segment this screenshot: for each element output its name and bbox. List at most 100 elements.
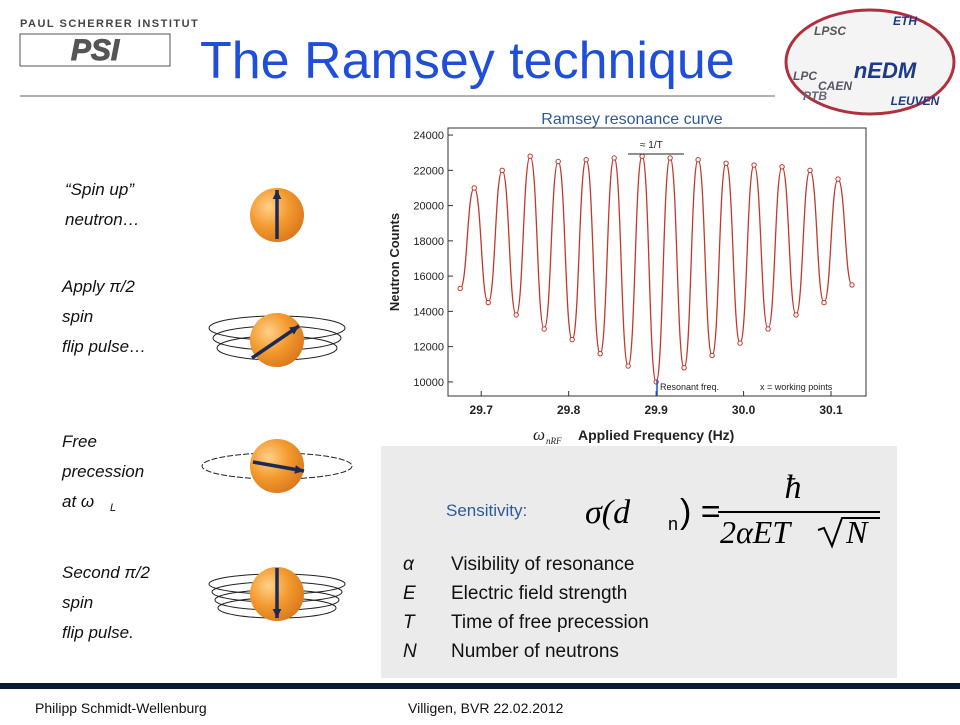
data-point: [849, 282, 855, 288]
data-point: [779, 164, 785, 170]
step-text: Apply π/2: [61, 277, 135, 296]
x-axis-label: Applied Frequency (Hz): [578, 427, 734, 443]
data-point: [485, 299, 491, 306]
x-tick-label: 29.8: [557, 403, 581, 417]
data-point: [597, 350, 603, 357]
footer-author: Philipp Schmidt-Wellenburg: [35, 700, 207, 716]
partner-name: CAEN: [818, 79, 852, 93]
annotation: Resonant freq.: [660, 382, 719, 392]
arrow-head: [272, 608, 282, 618]
data-point: [793, 312, 799, 318]
step-text: precession: [61, 462, 144, 481]
legend-text: Visibility of resonance: [451, 554, 634, 575]
x-tick-label: 30.0: [732, 403, 756, 417]
formula: 2αET: [720, 514, 792, 550]
institute: PAUL SCHERRER INSTITUT: [20, 18, 199, 30]
partner-name: nEDM: [854, 58, 917, 83]
partner-name: LPSC: [814, 24, 846, 38]
curve: [459, 155, 853, 383]
data-point: [583, 157, 589, 163]
partner-name: ETH: [893, 14, 917, 28]
data-point: [625, 363, 631, 369]
y-tick-label: 22000: [413, 165, 444, 177]
step-text: flip pulse.: [62, 623, 134, 642]
y-tick-label: 20000: [413, 201, 444, 213]
partner-name: LEUVEN: [891, 94, 940, 108]
formula: n: [668, 514, 678, 534]
step-text: at ω: [62, 492, 94, 511]
partner-name: PTB: [803, 89, 827, 103]
formula: ħ: [785, 469, 802, 506]
formula: N: [845, 514, 869, 550]
legend-text: Number of neutrons: [451, 641, 619, 662]
spin-arrow: [251, 324, 300, 360]
data-point: [499, 167, 505, 174]
data-point: [737, 340, 743, 346]
y-axis-label: Neutron Counts: [387, 213, 402, 311]
data-point: [513, 312, 519, 318]
step-text: neutron…: [65, 210, 140, 229]
step-text: flip pulse…: [62, 337, 146, 356]
y-tick-label: 14000: [413, 306, 444, 318]
step-text: spin: [62, 307, 93, 326]
data-point: [667, 155, 673, 161]
logo-box: [19, 33, 171, 67]
sensitivity-label: Sensitivity:: [446, 501, 527, 520]
legend-symbol: E: [403, 583, 416, 604]
step-text: spin: [62, 593, 93, 612]
arrow-head: [294, 465, 304, 474]
data-point: [457, 285, 463, 292]
data-point: [835, 176, 841, 182]
arrow-head: [289, 326, 299, 335]
data-point: [569, 336, 575, 343]
data-point: [555, 158, 561, 165]
sensitivity-box: [381, 446, 897, 678]
x-symbol: ω: [533, 425, 545, 444]
root-sign: [817, 517, 880, 549]
y-tick-label: 10000: [413, 377, 444, 389]
data-point: [681, 365, 687, 371]
data-point: [471, 185, 477, 191]
y-tick-label: 18000: [413, 236, 444, 248]
partner-name: LPC: [793, 69, 817, 83]
data-point: [723, 160, 729, 166]
data-point: [765, 326, 771, 332]
data-point: [821, 299, 827, 306]
legend-symbol: T: [403, 612, 416, 633]
x-tick-label: 29.7: [470, 403, 494, 417]
legend-symbol: α: [403, 554, 415, 575]
y-tick-label: 16000: [413, 271, 444, 283]
step-text: Free: [62, 432, 97, 451]
annotation: x = working points: [760, 382, 833, 392]
y-tick-label: 12000: [413, 342, 444, 354]
step-sub: L: [110, 502, 116, 514]
data-point: [639, 153, 645, 159]
data-point: [709, 352, 715, 359]
logo: PSI: [71, 34, 120, 67]
legend-text: Time of free precession: [451, 612, 649, 633]
data-point: [807, 167, 813, 174]
data-point: [611, 155, 617, 161]
data-point: [695, 157, 701, 163]
data-point: [751, 162, 757, 168]
footer-event: Villigen, BVR 22.02.2012: [408, 700, 564, 716]
chart-title: Ramsey resonance curve: [541, 111, 723, 128]
x-tick-label: 30.1: [819, 403, 843, 417]
data-point: [527, 153, 533, 159]
legend-text: Electric field strength: [451, 583, 627, 604]
legend-symbol: N: [403, 641, 417, 662]
title: The Ramsey technique: [200, 32, 735, 90]
arrow-head: [272, 190, 282, 200]
formula: ) =: [680, 493, 721, 531]
x-symbol-sub: nRF: [546, 436, 562, 446]
partner-logo: [784, 8, 956, 116]
y-tick-label: 24000: [413, 130, 444, 142]
annotation: ≈ 1/T: [640, 140, 663, 151]
data-point: [541, 326, 547, 332]
step-text: Second π/2: [62, 563, 150, 582]
formula: σ(d: [585, 494, 631, 531]
footer-bar: [0, 683, 960, 689]
step-text: “Spin up”: [65, 180, 135, 199]
x-tick-label: 29.9: [644, 403, 668, 417]
